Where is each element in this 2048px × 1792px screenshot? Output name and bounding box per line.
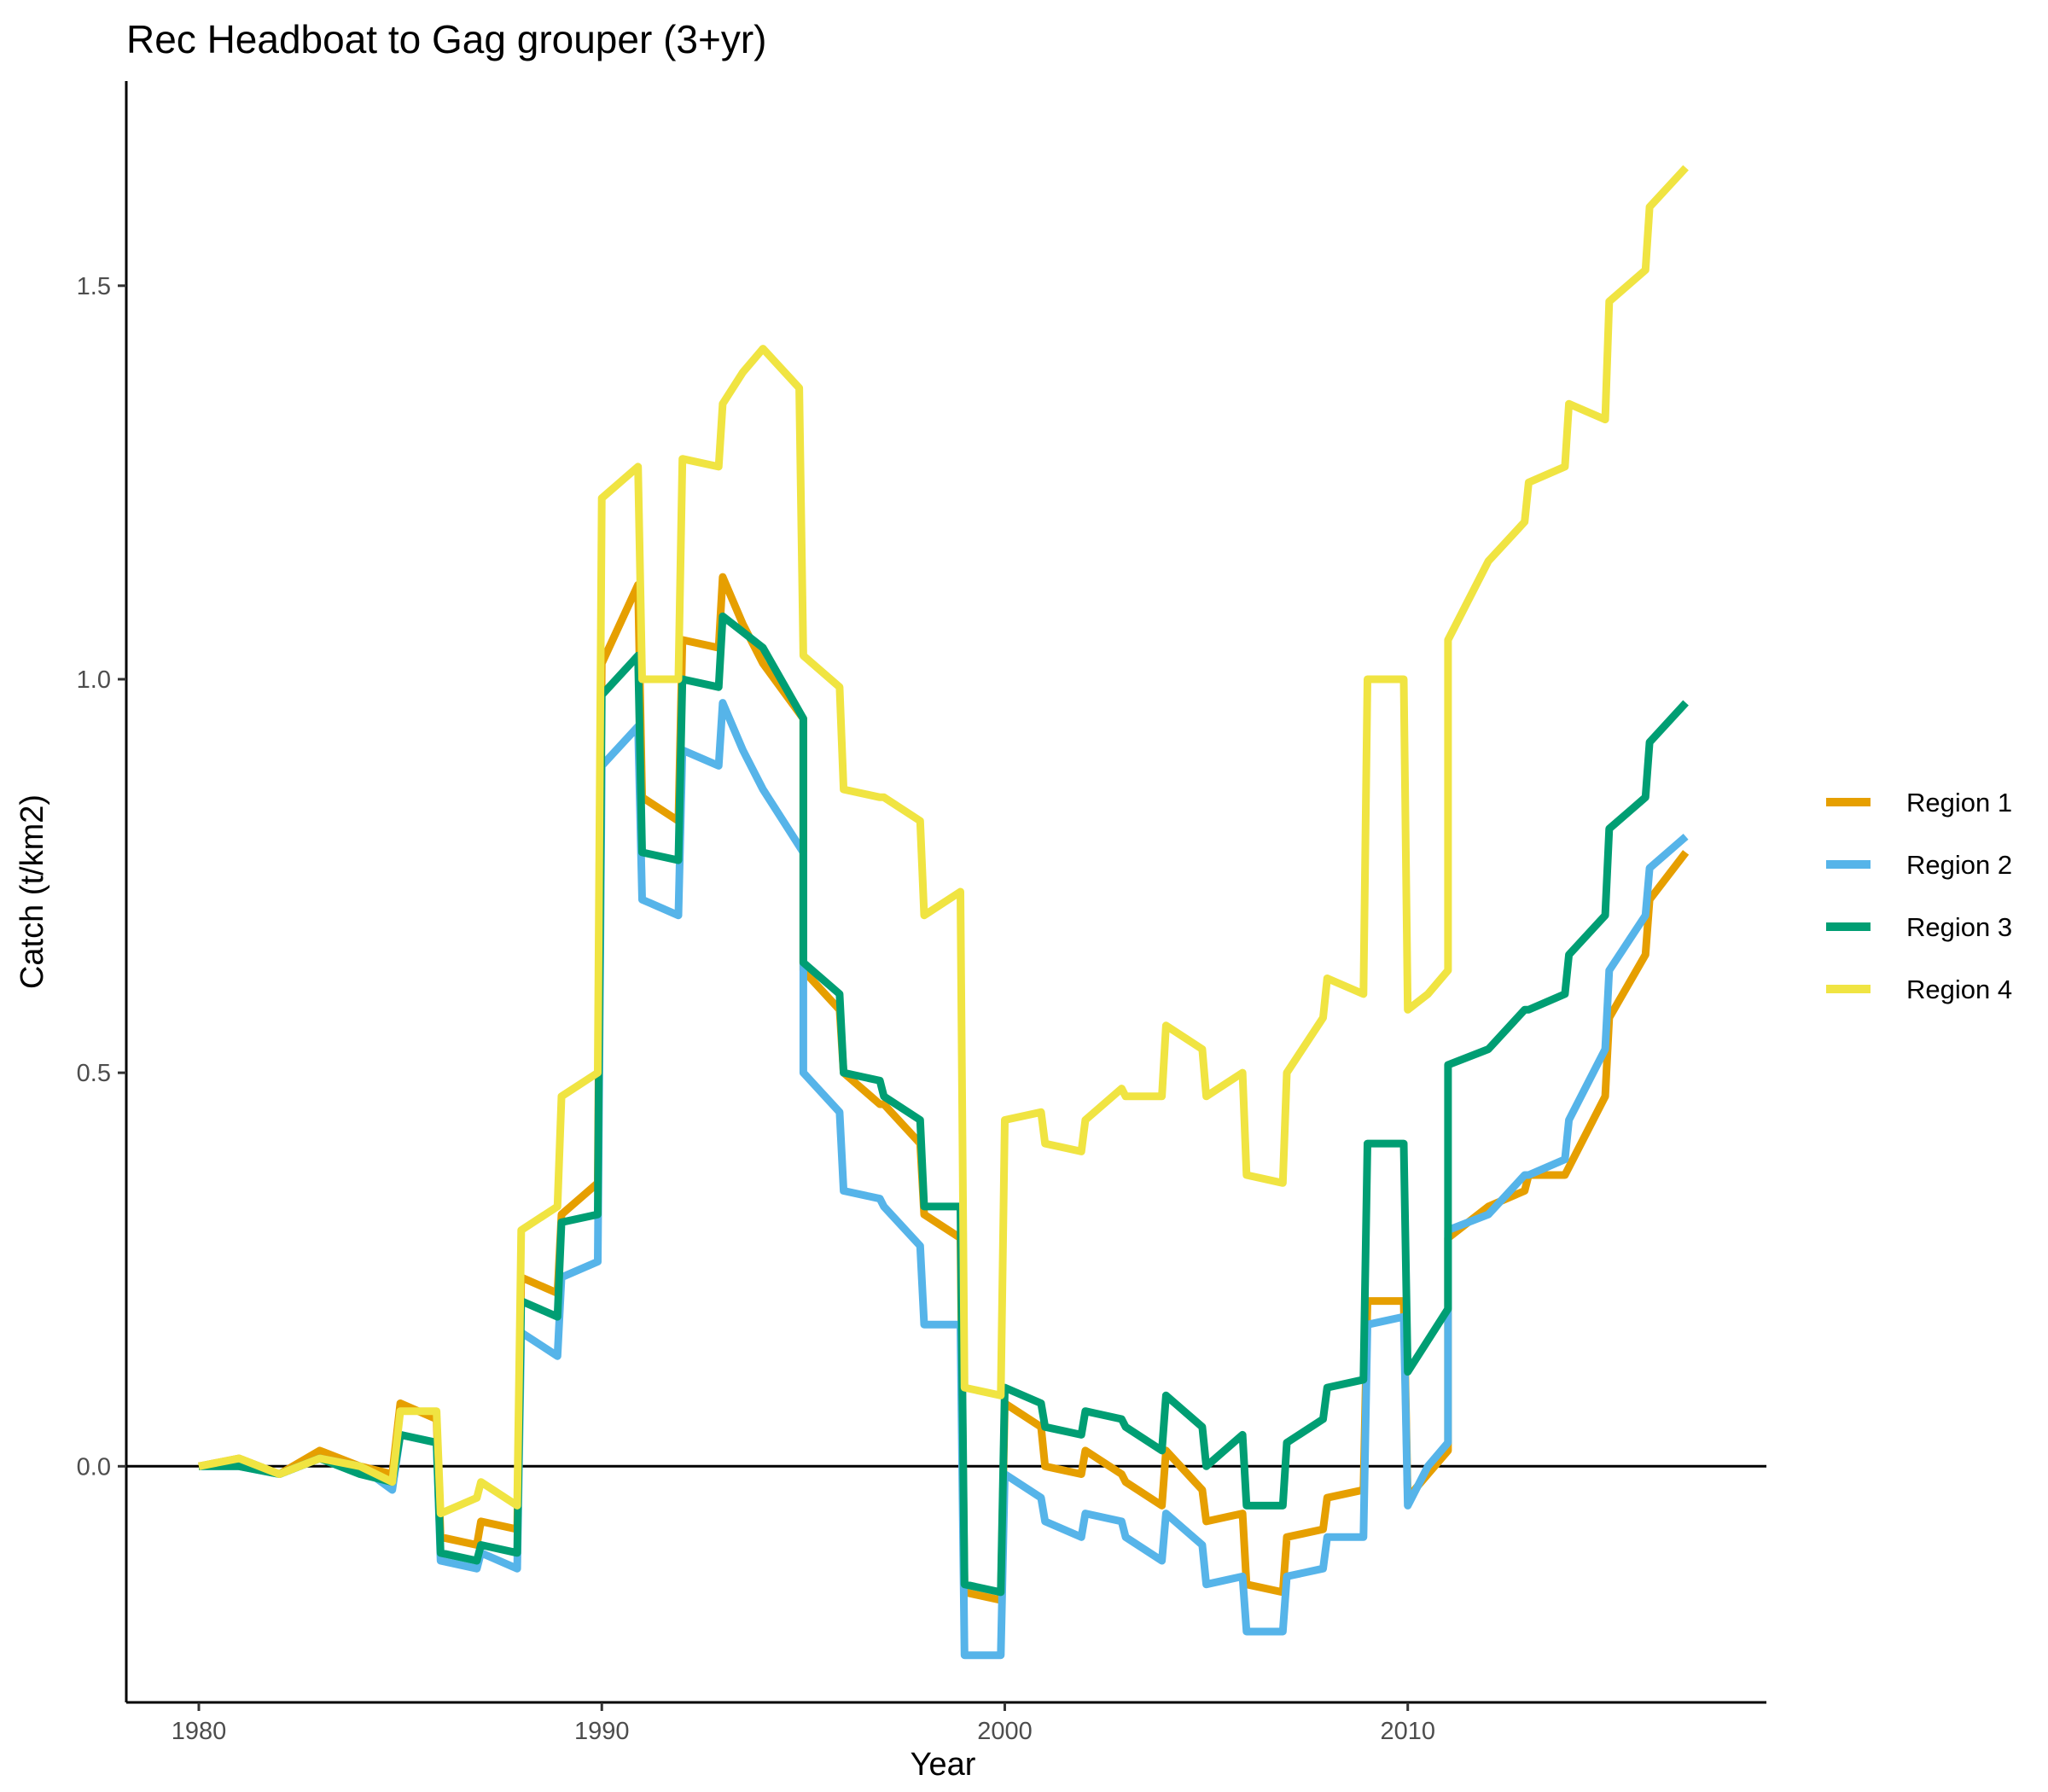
legend: Region 1 Region 2 Region 3 Region 4 [1826, 788, 2012, 1004]
plot-area: 1980 1990 2000 2010 0.0 0.5 1.0 1.5 [77, 81, 1766, 1745]
x-axis-title: Year [911, 1747, 976, 1783]
legend-label-region-2: Region 2 [1906, 850, 2012, 880]
chart-title: Rec Headboat to Gag grouper (3+yr) [126, 17, 766, 61]
x-tick-label: 2010 [1380, 1718, 1435, 1745]
series-line-region-4 [198, 165, 1689, 1518]
x-axis-ticks: 1980 1990 2000 2010 [172, 1702, 1435, 1745]
legend-label-region-4: Region 4 [1906, 975, 2012, 1004]
y-tick-label: 0.0 [77, 1453, 111, 1481]
y-axis-ticks: 0.0 0.5 1.0 1.5 [77, 273, 126, 1481]
legend-label-region-3: Region 3 [1906, 912, 2012, 942]
x-tick-label: 2000 [977, 1718, 1033, 1745]
y-axis-title: Catch (t/km2) [15, 794, 50, 989]
series-lines [198, 165, 1690, 1660]
x-tick-label: 1980 [172, 1718, 227, 1745]
y-tick-label: 0.5 [77, 1060, 111, 1087]
y-tick-label: 1.0 [77, 666, 111, 694]
x-tick-label: 1990 [574, 1718, 630, 1745]
y-tick-label: 1.5 [77, 273, 111, 300]
legend-label-region-1: Region 1 [1906, 788, 2012, 817]
